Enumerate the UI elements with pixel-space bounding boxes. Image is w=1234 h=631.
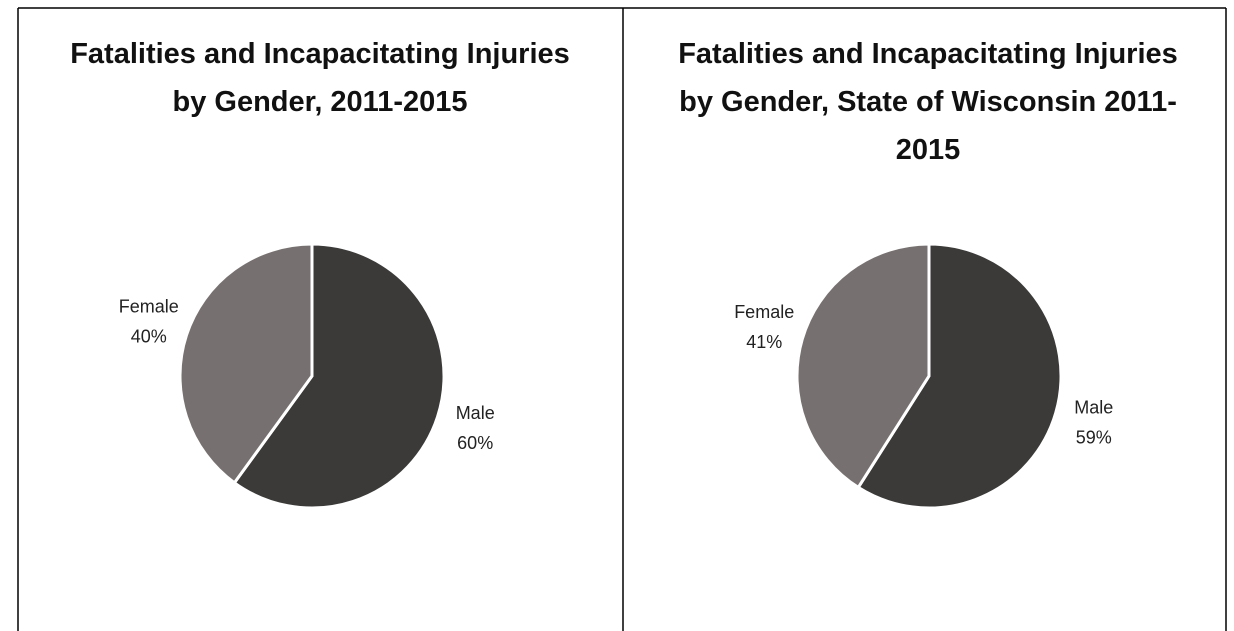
slice-value-label: 60%: [457, 433, 493, 453]
slice-label: Female: [119, 297, 179, 317]
pie-slice: [232, 242, 446, 510]
slice-label: Male: [456, 403, 495, 423]
slice-value-label: 40%: [131, 327, 167, 347]
slice-value-label: 41%: [746, 332, 782, 352]
slice-value-label: 59%: [1076, 428, 1112, 448]
slice-label: Female: [734, 302, 794, 322]
slice-label: Male: [1074, 398, 1113, 418]
pie-slice: [178, 242, 314, 485]
pie-slice: [795, 242, 931, 489]
pie-slice: [856, 242, 1063, 510]
chart-title: Fatalities and Incapacitating Injuries b…: [70, 38, 570, 118]
chart-title: Fatalities and Incapacitating Injuries b…: [678, 38, 1178, 166]
